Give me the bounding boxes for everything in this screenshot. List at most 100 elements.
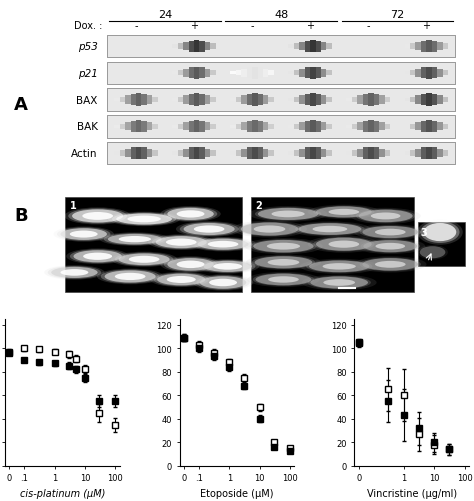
Ellipse shape: [313, 206, 374, 218]
Ellipse shape: [302, 275, 377, 291]
Ellipse shape: [68, 209, 127, 224]
Bar: [363, 122, 368, 133]
Bar: [172, 46, 178, 49]
Ellipse shape: [232, 221, 307, 238]
Bar: [130, 148, 136, 159]
Text: BAK: BAK: [77, 122, 98, 132]
Bar: [210, 124, 216, 130]
Bar: [443, 45, 448, 50]
Bar: [268, 124, 274, 130]
Bar: [384, 151, 390, 156]
Bar: [236, 71, 241, 76]
Text: Dox. :: Dox. :: [74, 21, 102, 31]
Bar: [241, 123, 246, 131]
Bar: [310, 94, 316, 107]
Bar: [200, 42, 205, 53]
Bar: [236, 98, 241, 103]
Ellipse shape: [247, 273, 319, 288]
Bar: [251, 197, 413, 292]
Bar: [189, 42, 194, 53]
Bar: [147, 150, 152, 158]
Ellipse shape: [44, 266, 105, 280]
Ellipse shape: [356, 239, 425, 255]
Bar: [316, 68, 321, 79]
Bar: [183, 150, 189, 158]
Ellipse shape: [164, 207, 217, 221]
Ellipse shape: [183, 223, 235, 235]
Ellipse shape: [61, 270, 88, 276]
Bar: [299, 43, 305, 51]
Ellipse shape: [154, 273, 209, 287]
Bar: [257, 95, 263, 106]
Bar: [257, 122, 263, 133]
Bar: [415, 70, 421, 78]
Bar: [368, 148, 374, 160]
Bar: [107, 143, 456, 165]
Ellipse shape: [152, 235, 210, 249]
Ellipse shape: [118, 236, 151, 243]
Bar: [178, 151, 183, 156]
Ellipse shape: [61, 229, 107, 240]
Ellipse shape: [306, 261, 373, 273]
Ellipse shape: [250, 240, 317, 254]
Bar: [305, 122, 310, 133]
Bar: [125, 96, 130, 105]
Bar: [152, 98, 158, 103]
Bar: [294, 45, 299, 50]
Bar: [246, 68, 252, 79]
Bar: [357, 123, 363, 131]
Ellipse shape: [424, 223, 456, 241]
Bar: [305, 68, 310, 79]
Text: -: -: [134, 22, 138, 32]
Text: p21: p21: [78, 69, 98, 79]
Bar: [263, 96, 268, 105]
Ellipse shape: [310, 277, 368, 289]
Ellipse shape: [244, 238, 323, 255]
Bar: [172, 99, 178, 102]
Ellipse shape: [167, 259, 214, 271]
Ellipse shape: [375, 262, 406, 268]
Ellipse shape: [316, 238, 372, 251]
Bar: [136, 148, 141, 160]
Bar: [404, 99, 410, 102]
Ellipse shape: [108, 212, 180, 227]
Bar: [183, 43, 189, 51]
Ellipse shape: [289, 222, 371, 237]
Bar: [316, 95, 321, 106]
Bar: [194, 148, 200, 160]
Bar: [252, 94, 257, 107]
Bar: [178, 71, 183, 76]
Ellipse shape: [101, 270, 160, 284]
Bar: [194, 41, 200, 53]
Ellipse shape: [255, 274, 311, 286]
Ellipse shape: [420, 222, 459, 243]
Bar: [346, 99, 352, 102]
Ellipse shape: [316, 207, 372, 218]
Bar: [114, 99, 119, 102]
Bar: [107, 36, 456, 58]
Ellipse shape: [51, 268, 98, 279]
Bar: [257, 68, 263, 79]
Bar: [310, 121, 316, 133]
Bar: [294, 124, 299, 130]
X-axis label: Vincristine (μg/ml): Vincristine (μg/ml): [367, 488, 457, 498]
Bar: [252, 121, 257, 133]
Bar: [230, 72, 236, 75]
Bar: [288, 152, 294, 155]
Bar: [305, 42, 310, 53]
Ellipse shape: [255, 208, 321, 221]
Bar: [437, 150, 443, 158]
Text: 1: 1: [70, 200, 76, 210]
X-axis label: Etoposide (μM): Etoposide (μM): [200, 488, 274, 498]
Bar: [432, 68, 437, 79]
Bar: [107, 116, 456, 138]
Ellipse shape: [203, 262, 252, 273]
Ellipse shape: [209, 279, 237, 287]
Bar: [65, 197, 242, 292]
Bar: [205, 150, 210, 158]
Ellipse shape: [268, 260, 299, 266]
Ellipse shape: [66, 249, 129, 265]
Bar: [183, 70, 189, 78]
Bar: [194, 121, 200, 133]
Bar: [263, 70, 268, 78]
